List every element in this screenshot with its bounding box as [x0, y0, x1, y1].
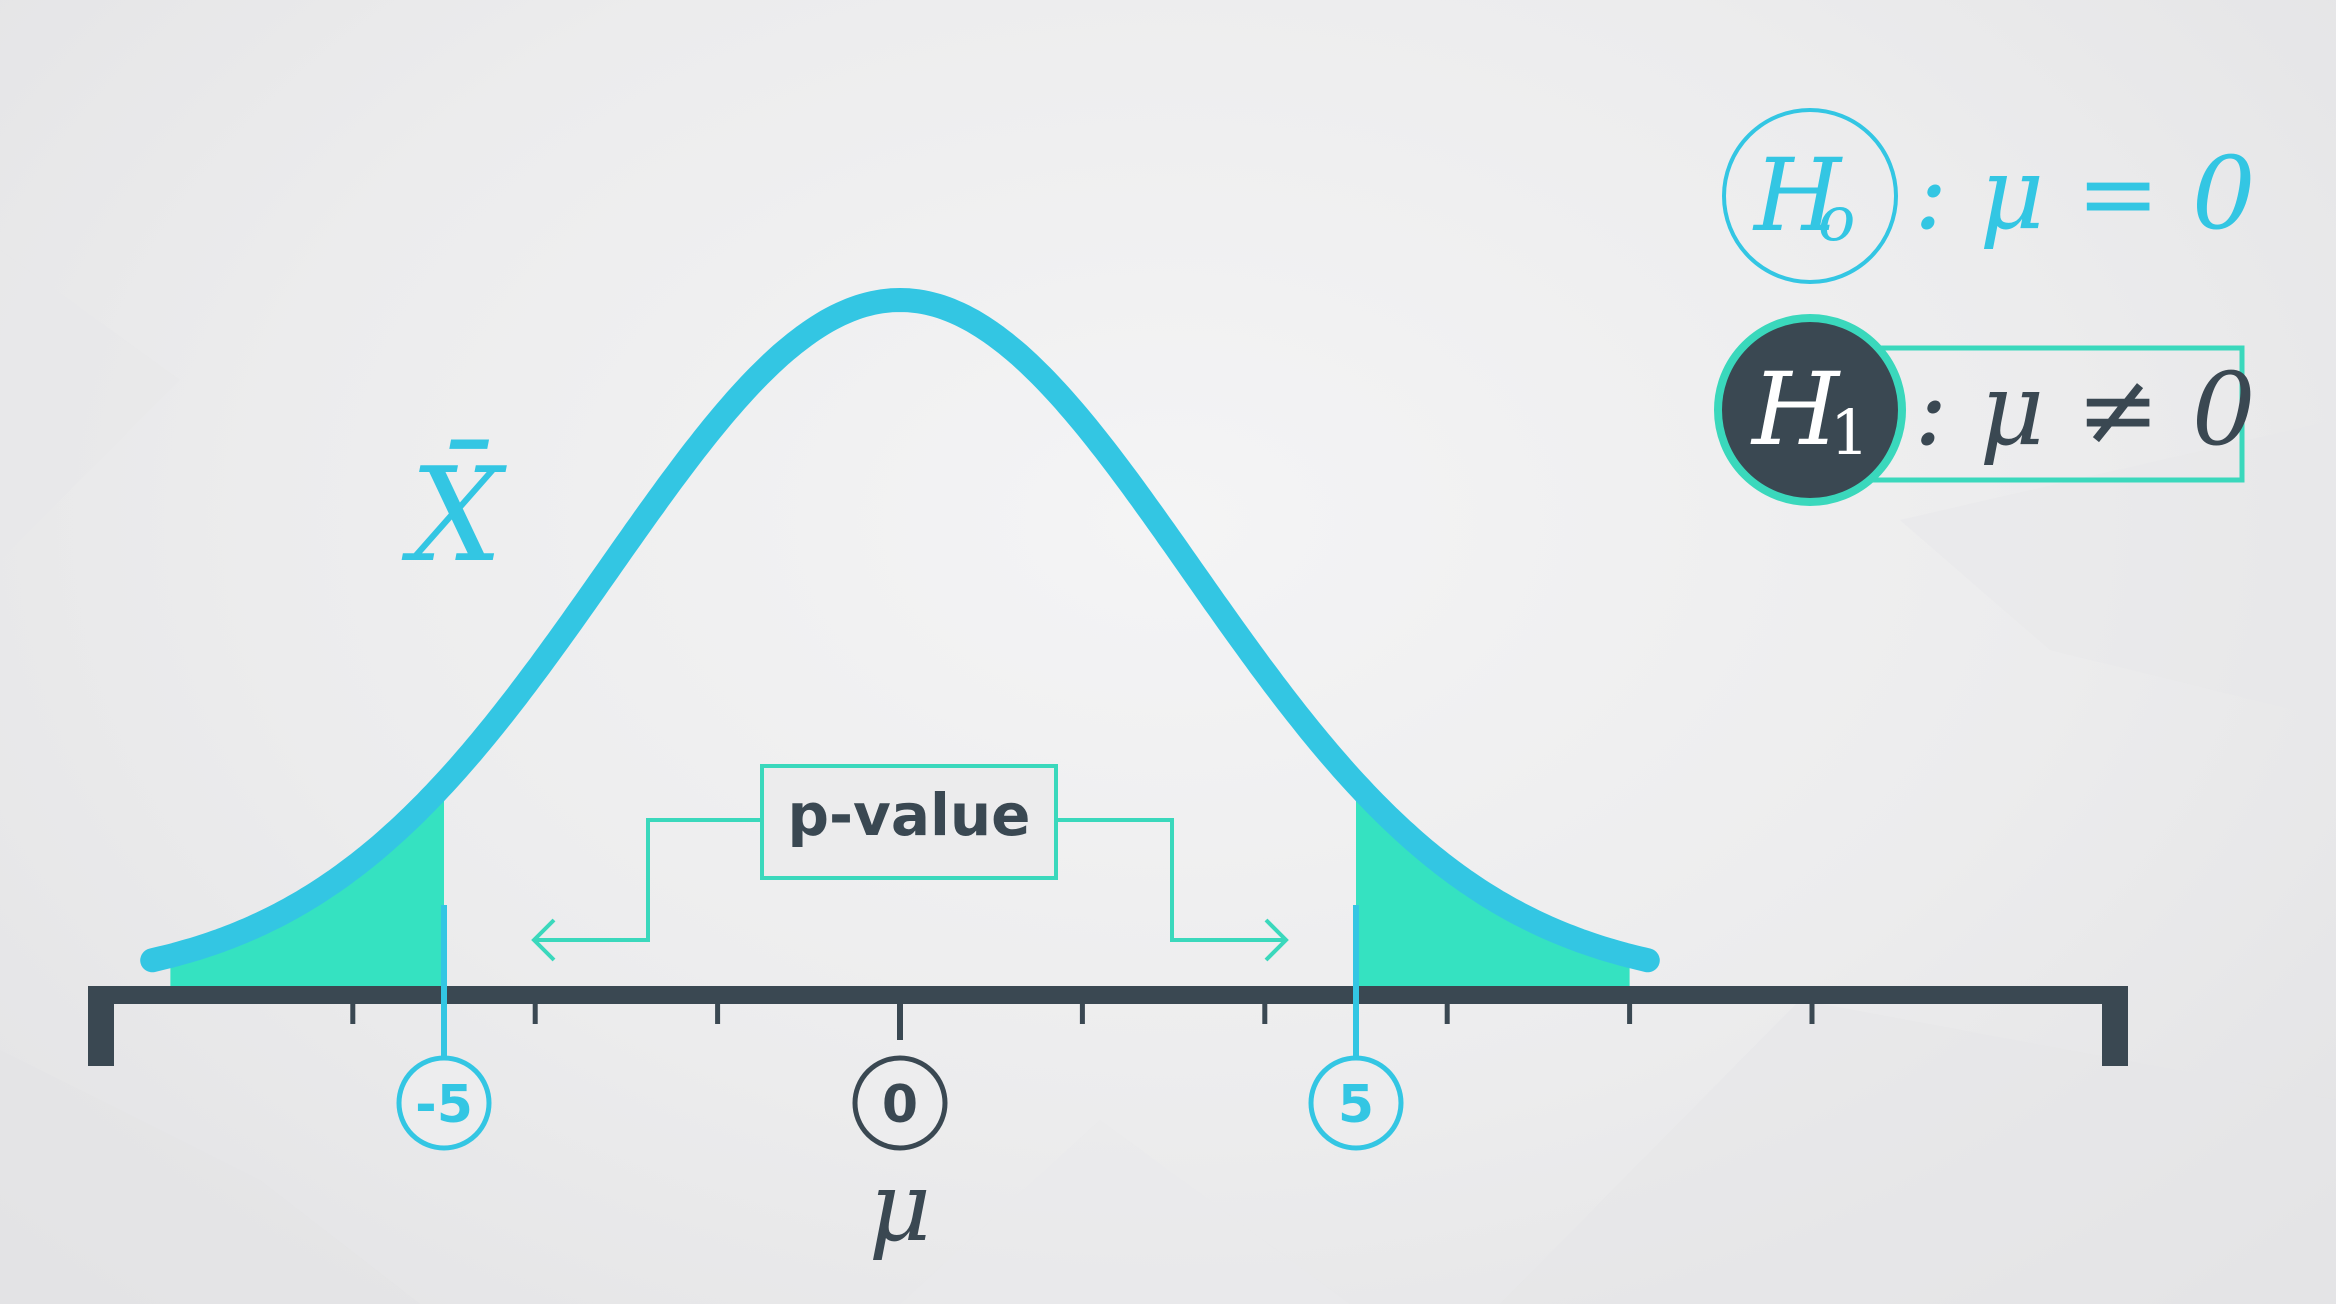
- axis-tick: [1080, 1000, 1085, 1024]
- axis-bar: [88, 986, 2128, 1004]
- axis-tick: [715, 1000, 720, 1024]
- h1-statement: : μ ≠ 0: [1914, 351, 2255, 468]
- p-value-annotation: p-value: [534, 766, 1286, 960]
- marker-center: 0: [855, 1000, 945, 1148]
- axis-tick: [1262, 1000, 1267, 1024]
- axis-tick: [1445, 1000, 1450, 1024]
- axis-end-cap-left: [88, 986, 114, 1066]
- mu-axis-label: μ: [869, 1151, 931, 1263]
- axis-tick: [533, 1000, 538, 1024]
- null-hypothesis: H o : μ = 0: [1724, 110, 2255, 282]
- h1-symbol: H: [1750, 351, 1841, 468]
- h0-statement: : μ = 0: [1914, 135, 2255, 252]
- marker-label: -5: [415, 1075, 473, 1135]
- x-bar-label: X̄: [401, 439, 507, 591]
- marker-label: 5: [1338, 1075, 1374, 1135]
- axis-tick: [350, 1000, 355, 1024]
- marker-label: 0: [882, 1075, 918, 1135]
- axis-end-cap-right: [2102, 986, 2128, 1066]
- marker-stem: [441, 905, 447, 1057]
- h0-subscript: o: [1818, 182, 1855, 255]
- right-bracket-arrow: [1056, 820, 1286, 940]
- p-value-label: p-value: [787, 781, 1030, 849]
- axis-tick: [1810, 1000, 1815, 1024]
- marker-stem: [1353, 905, 1359, 1057]
- axis-tick: [1627, 1000, 1632, 1024]
- x-bar-symbol: X̄: [401, 439, 507, 591]
- h1-subscript: 1: [1830, 396, 1869, 469]
- marker-stem: [897, 1000, 903, 1040]
- left-bracket-arrow: [534, 820, 762, 940]
